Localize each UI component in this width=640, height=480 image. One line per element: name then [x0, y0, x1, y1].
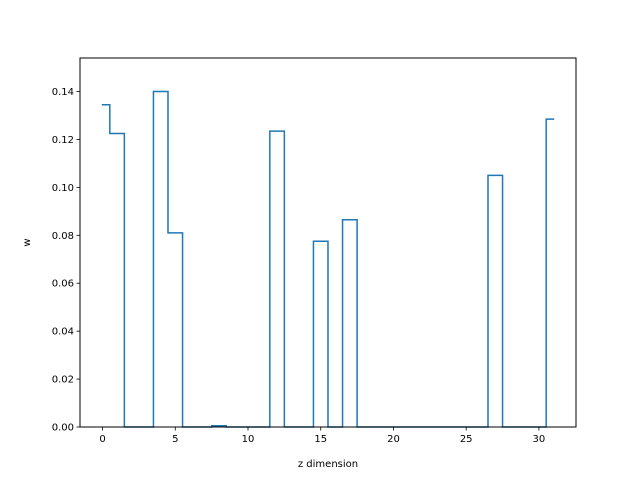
y-tick-label: 0.10 — [52, 183, 74, 194]
y-axis-label: w — [22, 238, 33, 246]
x-tick-label: 15 — [314, 434, 327, 445]
y-tick-label: 0.06 — [52, 279, 74, 290]
y-tick-label: 0.08 — [52, 231, 74, 242]
y-tick-label: 0.04 — [52, 327, 74, 338]
x-tick-label: 20 — [387, 434, 400, 445]
x-tick-label: 0 — [99, 434, 105, 445]
x-tick-label: 5 — [172, 434, 178, 445]
y-tick-label: 0.00 — [52, 423, 74, 434]
x-axis-ticks: 0 5 10 15 20 25 30 — [99, 427, 545, 445]
y-tick-label: 0.14 — [52, 87, 74, 98]
x-tick-label: 25 — [460, 434, 473, 445]
y-tick-label: 0.12 — [52, 135, 74, 146]
x-axis-label: z dimension — [298, 459, 358, 470]
x-tick-label: 10 — [242, 434, 255, 445]
x-tick-label: 30 — [533, 434, 546, 445]
plot-frame — [79, 57, 577, 428]
y-axis-ticks: 0.00 0.02 0.04 0.06 0.08 0.10 0.12 0.14 — [52, 87, 80, 434]
y-tick-label: 0.02 — [52, 375, 74, 386]
